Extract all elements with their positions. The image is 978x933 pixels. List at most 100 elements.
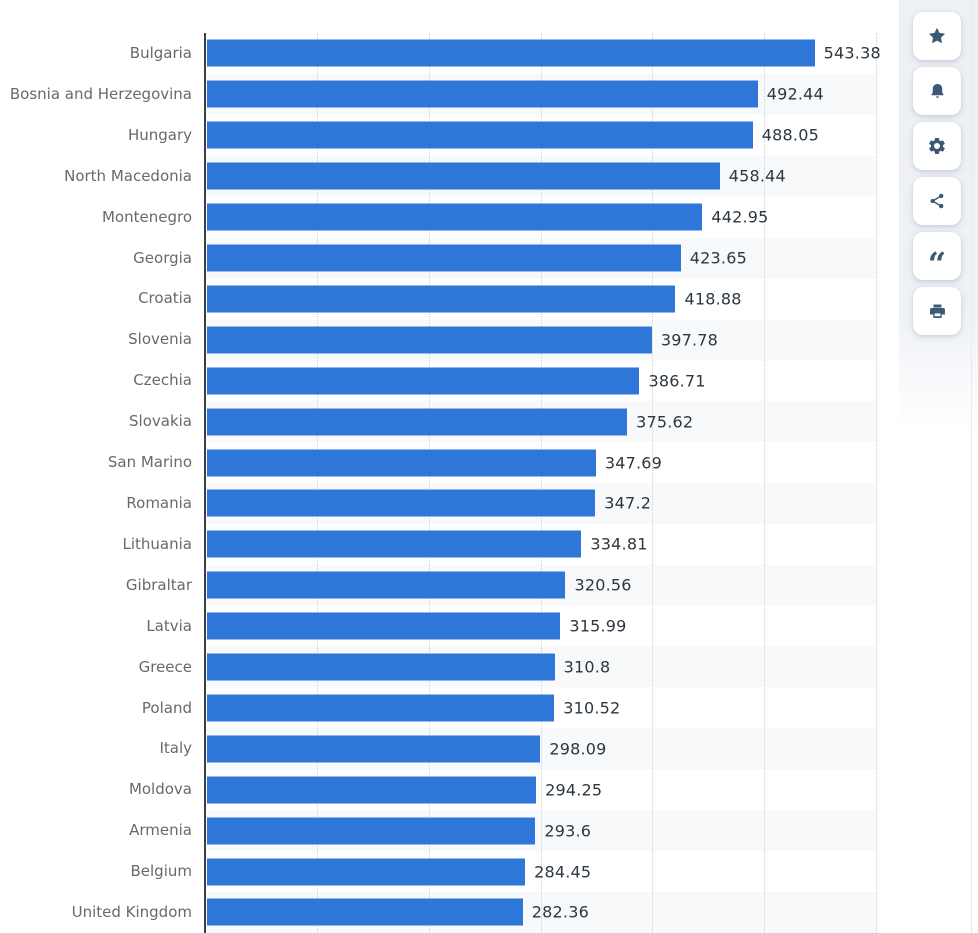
bar-chart: Bulgaria 543.38 Bosnia and Herzegovina 4…: [0, 33, 893, 933]
bar[interactable]: [207, 121, 753, 149]
category-label: Czechia: [133, 371, 192, 390]
bar[interactable]: [207, 244, 681, 272]
chart-row: Armenia 293.6: [0, 810, 893, 851]
quote-icon: “: [927, 245, 947, 283]
row-plot: 282.36: [205, 892, 893, 933]
row-plot: 334.81: [205, 524, 893, 565]
bar[interactable]: [207, 571, 566, 599]
category-label: Belgium: [130, 862, 193, 881]
chart-row: Moldova 294.25: [0, 769, 893, 810]
chart-row: Romania 347.2: [0, 483, 893, 524]
gear-icon: [927, 136, 947, 156]
value-label: 293.6: [544, 821, 592, 841]
value-label: 423.65: [689, 248, 747, 268]
category-label: Georgia: [133, 248, 192, 267]
row-plot: 284.45: [205, 851, 893, 892]
value-label: 375.62: [636, 412, 694, 432]
bar[interactable]: [207, 39, 815, 67]
value-label: 347.69: [604, 453, 663, 473]
chart-row: Croatia 418.88: [0, 278, 893, 319]
bar[interactable]: [207, 408, 628, 436]
value-label: 310.52: [563, 698, 621, 718]
bar[interactable]: [207, 898, 523, 926]
bar[interactable]: [207, 776, 537, 804]
row-plot: 458.44: [205, 156, 893, 197]
bar[interactable]: [207, 162, 720, 190]
sidebar-button-favorite[interactable]: [913, 12, 961, 60]
bar[interactable]: [207, 530, 582, 558]
bar[interactable]: [207, 326, 652, 354]
bar[interactable]: [207, 367, 640, 395]
value-label: 315.99: [569, 616, 627, 636]
category-label: Greece: [138, 657, 192, 676]
chart-row: Greece 310.8: [0, 647, 893, 688]
gridline: [876, 33, 877, 933]
row-plot: 375.62: [205, 401, 893, 442]
bar[interactable]: [207, 735, 541, 763]
chart-row: San Marino 347.69: [0, 442, 893, 483]
row-plot: 442.95: [205, 197, 893, 238]
sidebar-button-notifications[interactable]: [913, 67, 961, 115]
chart-row: Lithuania 334.81: [0, 524, 893, 565]
sidebar-button-cite[interactable]: “: [913, 232, 961, 280]
chart-row: Gibraltar 320.56: [0, 565, 893, 606]
category-label: North Macedonia: [64, 166, 192, 185]
chart-row: Latvia 315.99: [0, 606, 893, 647]
row-plot: 397.78: [205, 319, 893, 360]
bar[interactable]: [207, 612, 561, 640]
row-plot: 320.56: [205, 565, 893, 606]
category-label: San Marino: [107, 453, 192, 472]
bar[interactable]: [207, 817, 536, 845]
value-label: 294.25: [545, 780, 603, 800]
chart-rows: Bulgaria 543.38 Bosnia and Herzegovina 4…: [0, 33, 893, 933]
category-label: Gibraltar: [125, 575, 192, 594]
chart-row: United Kingdom 282.36: [0, 892, 893, 933]
bar[interactable]: [207, 203, 703, 231]
bar[interactable]: [207, 653, 555, 681]
value-label: 488.05: [761, 125, 819, 145]
value-label: 282.36: [531, 902, 589, 922]
chart-row: Poland 310.52: [0, 688, 893, 729]
value-label: 543.38: [823, 43, 881, 63]
sidebar-button-settings[interactable]: [913, 122, 961, 170]
bar[interactable]: [207, 80, 758, 108]
chart-row: Italy 298.09: [0, 728, 893, 769]
value-label: 298.09: [549, 739, 607, 759]
value-label: 418.88: [684, 289, 742, 309]
gridline: [316, 33, 318, 933]
row-plot: 293.6: [205, 810, 893, 851]
category-label: Croatia: [138, 289, 192, 308]
bar[interactable]: [207, 858, 526, 886]
value-label: 397.78: [660, 330, 719, 350]
chart-row: Montenegro 442.95: [0, 197, 893, 238]
sidebar-button-share[interactable]: [913, 177, 961, 225]
value-label: 492.44: [766, 84, 824, 104]
category-label: Slovakia: [129, 412, 192, 431]
category-label: Montenegro: [101, 207, 192, 226]
star-icon: [927, 26, 947, 46]
category-label: Latvia: [146, 616, 192, 635]
scrollbar-track: [971, 0, 972, 933]
bar[interactable]: [207, 449, 596, 477]
value-label: 442.95: [711, 207, 769, 227]
value-label: 320.56: [574, 575, 632, 595]
row-plot: 418.88: [205, 278, 893, 319]
category-label: Moldova: [128, 780, 192, 799]
row-plot: 294.25: [205, 769, 893, 810]
row-plot: 488.05: [205, 115, 893, 156]
row-plot: 310.8: [205, 647, 893, 688]
category-label: Armenia: [129, 821, 192, 840]
row-plot: 298.09: [205, 728, 893, 769]
bar[interactable]: [207, 694, 555, 722]
sidebar-button-print[interactable]: [913, 287, 961, 335]
value-label: 386.71: [648, 371, 706, 391]
category-label: Lithuania: [122, 534, 192, 553]
chart-row: Bulgaria 543.38: [0, 33, 893, 74]
value-label: 310.8: [563, 657, 611, 677]
bar[interactable]: [207, 489, 596, 517]
value-label: 458.44: [728, 166, 786, 186]
row-plot: 347.69: [205, 442, 893, 483]
bar[interactable]: [207, 285, 676, 313]
value-label: 284.45: [534, 862, 592, 882]
row-plot: 543.38: [205, 33, 893, 74]
